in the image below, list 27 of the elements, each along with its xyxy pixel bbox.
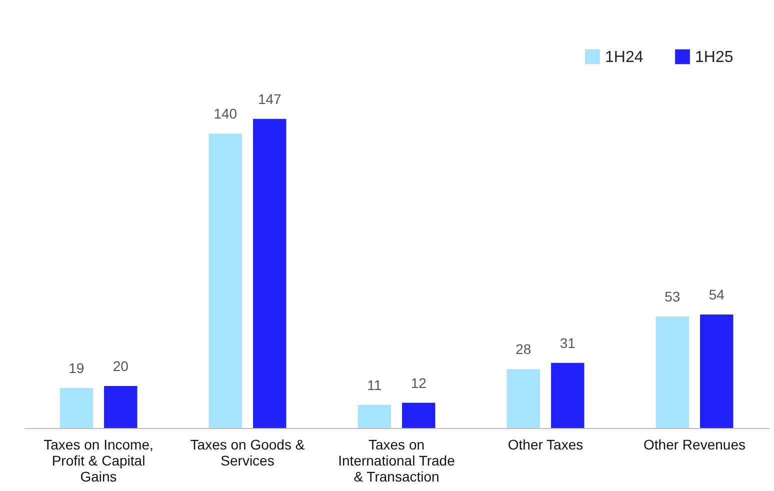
x-tick-label: Taxes on Goods & Services bbox=[190, 436, 306, 468]
bar bbox=[506, 369, 540, 428]
data-label: 53 bbox=[664, 288, 680, 305]
bar bbox=[656, 316, 689, 428]
data-label: 20 bbox=[112, 358, 129, 374]
bar bbox=[104, 386, 138, 428]
bar bbox=[253, 118, 286, 428]
data-label: 31 bbox=[560, 334, 576, 351]
bar bbox=[402, 402, 436, 428]
data-label: 147 bbox=[258, 90, 282, 107]
legend-label: 1H25 bbox=[695, 48, 734, 66]
data-label: 19 bbox=[68, 360, 84, 376]
bar bbox=[60, 388, 93, 428]
data-label: 28 bbox=[516, 341, 532, 358]
bar bbox=[208, 134, 242, 428]
data-label: 140 bbox=[214, 106, 238, 122]
x-tick-label: Other Taxes bbox=[508, 436, 584, 452]
data-label: 12 bbox=[410, 374, 427, 391]
legend-label: 1H24 bbox=[605, 48, 644, 66]
x-tick-label: Taxes on Income, Profit & Capital Gains bbox=[44, 436, 154, 484]
x-tick-label: Other Revenues bbox=[644, 436, 746, 452]
data-label: 54 bbox=[708, 286, 725, 302]
bar bbox=[358, 404, 391, 428]
bar bbox=[700, 314, 734, 428]
bar bbox=[551, 362, 584, 428]
x-tick-label: Taxes on International Trade & Transaction bbox=[338, 436, 456, 484]
data-label: 11 bbox=[367, 376, 382, 393]
